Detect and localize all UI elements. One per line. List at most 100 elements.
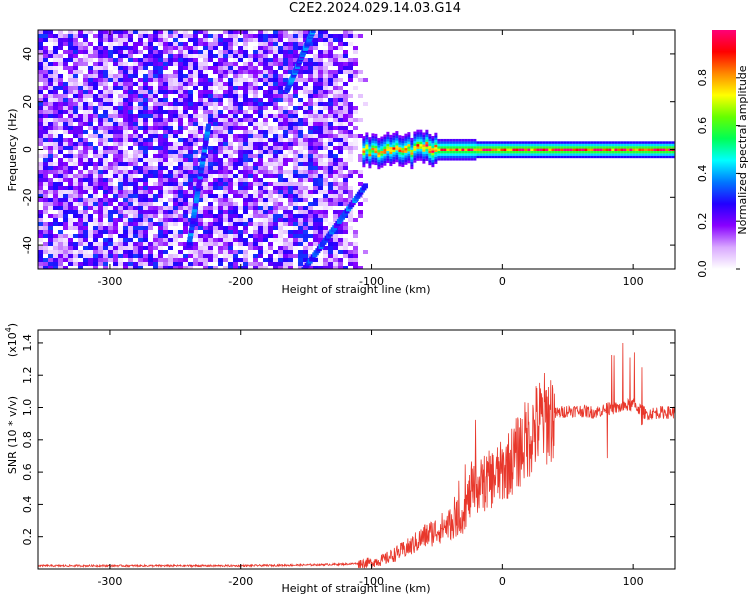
spectrogram-cell xyxy=(183,90,188,94)
spectrogram-carrier-cell xyxy=(665,146,669,149)
spectrogram-carrier-cell xyxy=(407,144,411,147)
spectrogram-cell xyxy=(213,182,218,186)
spectrogram-cell xyxy=(318,174,323,178)
spectrogram-cell xyxy=(98,46,103,50)
spectrogram-cell xyxy=(208,54,213,58)
spectrogram-cell xyxy=(328,266,333,269)
spectrogram-cell xyxy=(58,114,63,118)
spectrogram-cell xyxy=(103,34,108,38)
spectrogram-cell xyxy=(303,86,308,90)
spectrogram-carrier-cell xyxy=(380,138,384,142)
spectrogram-cell xyxy=(93,226,98,230)
spectrogram-cell xyxy=(243,130,248,134)
spectrogram-cell xyxy=(223,70,228,74)
spectrogram-cell xyxy=(293,142,298,146)
spectrogram-cell xyxy=(213,122,218,126)
spectrogram-cell xyxy=(273,54,278,58)
spectrogram-cell xyxy=(323,126,328,130)
spectrogram-cell xyxy=(118,134,123,138)
spectrogram-cell xyxy=(158,110,163,114)
spectrogram-cell xyxy=(113,262,118,266)
spectrogram-cell xyxy=(153,90,158,94)
spectrogram-cell xyxy=(223,126,228,130)
spectrogram-cell xyxy=(98,202,103,206)
spectrogram-cell xyxy=(203,266,208,269)
spectrogram-cell xyxy=(103,30,108,34)
spectrogram-cell xyxy=(118,154,123,158)
spectrogram-carrier-cell xyxy=(425,144,429,147)
spectrogram-cell xyxy=(123,30,128,34)
spectrogram-cell xyxy=(148,82,153,86)
spectrogram-cell xyxy=(43,62,48,66)
spectrogram-carrier-cell xyxy=(458,138,462,142)
spectrogram-cell xyxy=(58,202,63,206)
spectrogram-carrier-cell xyxy=(377,166,381,170)
spectrogram-cell xyxy=(103,122,108,126)
spectrogram-cell xyxy=(83,30,88,34)
spectrogram-cell xyxy=(238,222,243,226)
spectrogram-cell xyxy=(328,130,333,134)
spectrogram-cell xyxy=(58,62,63,66)
spectrogram-cell xyxy=(213,130,218,134)
spectrogram-cell xyxy=(118,58,123,62)
spectrogram-streak-cell xyxy=(203,141,209,147)
spectrogram-cell xyxy=(138,50,143,54)
snr-y-ticks: 0.20.40.60.81.01.21.4 xyxy=(21,334,675,545)
spectrogram-cell xyxy=(68,126,73,130)
spectrogram-carrier-cell xyxy=(410,147,414,150)
spectrogram-cell xyxy=(308,246,313,250)
spectrogram-cell xyxy=(338,182,343,186)
spectrogram-cell xyxy=(318,154,323,158)
spectrogram-carrier-cell xyxy=(482,146,486,149)
spectrogram-cell xyxy=(93,66,98,70)
spectrogram-cell xyxy=(323,102,328,106)
spectrogram-cell xyxy=(228,206,233,210)
spectrogram-cell xyxy=(213,254,218,258)
spectrogram-cell xyxy=(223,66,228,70)
spectrogram-cell xyxy=(328,90,333,94)
spectrogram-cell xyxy=(203,34,208,38)
spectrogram-cell xyxy=(218,62,223,66)
spectrogram-cell xyxy=(348,122,353,126)
spectrogram-carrier-cell xyxy=(638,155,642,159)
spectrogram-cell xyxy=(43,58,48,62)
spectrogram-cell xyxy=(333,246,338,250)
x-tick-label: -100 xyxy=(359,275,384,288)
spectrogram-cell xyxy=(193,74,198,78)
spectrogram-cell xyxy=(358,182,363,186)
spectrogram-cell xyxy=(183,158,188,162)
spectrogram-carrier-cell xyxy=(377,159,381,163)
spectrogram-cell xyxy=(93,70,98,74)
spectrogram-cell xyxy=(258,238,263,242)
spectrogram-carrier-cell xyxy=(599,153,603,156)
spectrogram-cell xyxy=(333,146,338,150)
spectrogram-cell xyxy=(63,34,68,38)
spectrogram-cell xyxy=(93,130,98,134)
spectrogram-cell xyxy=(208,170,213,174)
spectrogram-cell xyxy=(248,110,253,114)
spectrogram-cell xyxy=(213,118,218,122)
spectrogram-cell xyxy=(133,266,138,269)
spectrogram-cell xyxy=(88,30,93,34)
spectrogram-cell xyxy=(253,214,258,218)
spectrogram-carrier-cell xyxy=(422,161,426,164)
spectrogram-cell xyxy=(268,254,273,258)
spectrogram-cell xyxy=(288,250,293,254)
spectrogram-cell xyxy=(83,38,88,42)
spectrogram-carrier-cell xyxy=(584,150,588,154)
spectrogram-cell xyxy=(68,130,73,134)
spectrogram-cell xyxy=(43,262,48,266)
spectrogram-carrier-cell xyxy=(521,143,525,147)
spectrogram-cell xyxy=(203,82,208,86)
spectrogram-cell xyxy=(283,242,288,246)
spectrogram-carrier-cell xyxy=(365,149,369,152)
spectrogram-cell xyxy=(163,138,168,142)
spectrogram-cell xyxy=(293,78,298,82)
spectrogram-cell xyxy=(183,198,188,202)
spectrogram-carrier-cell xyxy=(638,153,642,156)
spectrogram-cell xyxy=(258,226,263,230)
spectrogram-cell xyxy=(168,158,173,162)
spectrogram-cell xyxy=(93,110,98,114)
spectrogram-cell xyxy=(278,262,283,266)
spectrogram-cell xyxy=(148,62,153,66)
